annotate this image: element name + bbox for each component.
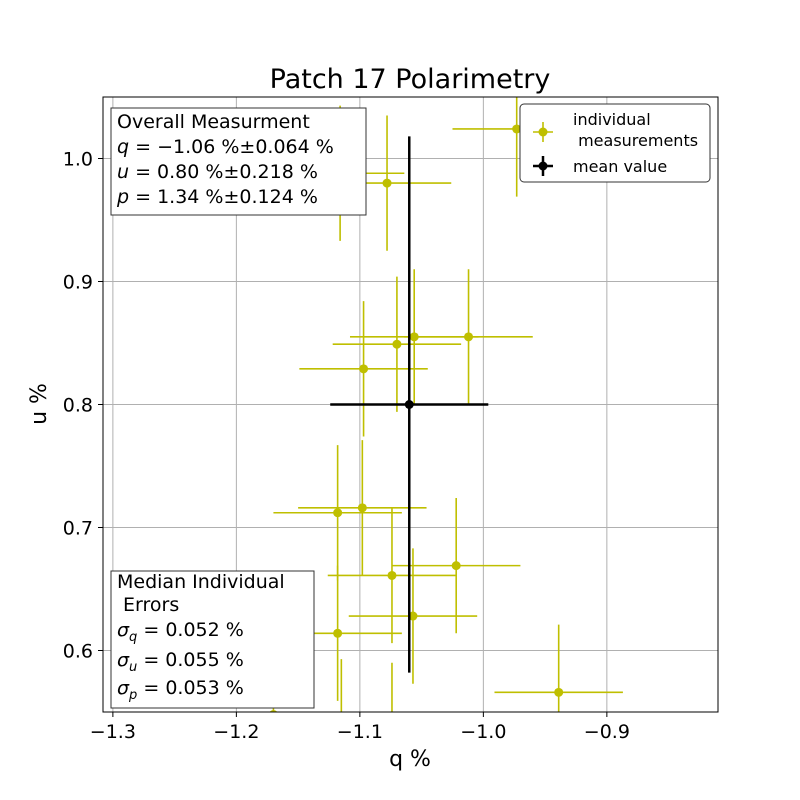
individual-measurement-point [298,440,427,576]
overall-q-line: q = −1.06 %±0.064 % [117,136,334,158]
mean-value-marker [404,400,414,409]
chart-title: Patch 17 Polarimetry [270,64,551,95]
individual-measurement-marker [387,726,396,735]
median-sigma-q: σq = 0.052 % [117,619,244,645]
legend-frame [519,103,711,183]
overall-measurement-box: Overall Measurment q = −1.06 %±0.064 % u… [110,107,367,216]
x-tick-label: −0.9 [584,721,630,743]
individual-measurement-marker [382,178,392,188]
y-axis-label: u % [27,383,52,425]
y-tick-label: 1.0 [63,149,93,171]
legend-label-individual-line2: measurements [573,131,698,150]
overall-title: Overall Measurment [117,111,310,133]
individual-measurement-marker [512,124,522,134]
x-axis-label: q % [389,747,431,772]
axis-ticks: −1.3 −1.2 −1.1 −1.0 −0.9 0.6 0.7 0.8 0.9 1.0 [63,149,630,744]
individual-measurement-point [387,662,396,735]
legend-marker-mean [533,156,553,176]
individual-measurement-marker [333,628,343,638]
individual-measurement-marker [408,611,418,621]
median-errors-box: Median Individual Errors σq = 0.052 % σu… [110,570,315,709]
y-tick-label: 0.7 [63,518,93,540]
individual-measurement-point [332,276,462,412]
legend-marker-individual [533,122,553,142]
median-title-line2: Errors [117,594,179,616]
y-tick-label: 0.6 [63,641,93,663]
individual-measurement-marker [359,364,369,374]
individual-measurement-marker [387,570,397,580]
mean-value-point [330,136,489,673]
individual-measurement-marker [357,503,367,513]
median-box-frame [110,570,315,709]
individual-measurement-point [340,659,343,712]
individual-measurement-point [404,269,533,405]
x-tick-label: −1.0 [460,721,506,743]
individual-measurement-point [494,624,623,712]
individual-measurement-marker [269,709,278,712]
overall-box-frame [110,107,367,216]
individual-measurement-marker [333,508,343,518]
overall-u-line: u = 0.80 %±0.218 % [117,161,318,183]
legend-marker-dot [538,161,548,171]
individual-measurement-point [348,548,478,684]
individual-measurement-marker [392,339,402,349]
overall-p-line: p = 1.34 %±0.124 % [116,186,318,208]
x-tick-label: −1.1 [337,721,383,743]
median-sigma-u: σu = 0.055 % [117,649,244,675]
legend-label-individual-line1: individual [573,110,651,129]
individual-measurement-marker [554,687,564,697]
median-sigma-p: σp = 0.053 % [117,677,244,703]
individual-measurement-marker [451,561,461,571]
individual-measurement-point [273,445,402,581]
y-tick-label: 0.8 [63,395,93,417]
individual-measurement-point [299,301,428,437]
legend-marker-dot [538,127,548,137]
legend-label-mean: mean value [573,157,667,176]
legend: individual measurements mean value [519,103,711,183]
y-tick-label: 0.9 [63,272,93,294]
individual-measurement-point [327,507,457,644]
median-title-line1: Median Individual [117,571,285,593]
individual-measurement-marker [464,332,474,342]
x-tick-label: −1.3 [90,721,136,743]
x-tick-label: −1.2 [213,721,259,743]
